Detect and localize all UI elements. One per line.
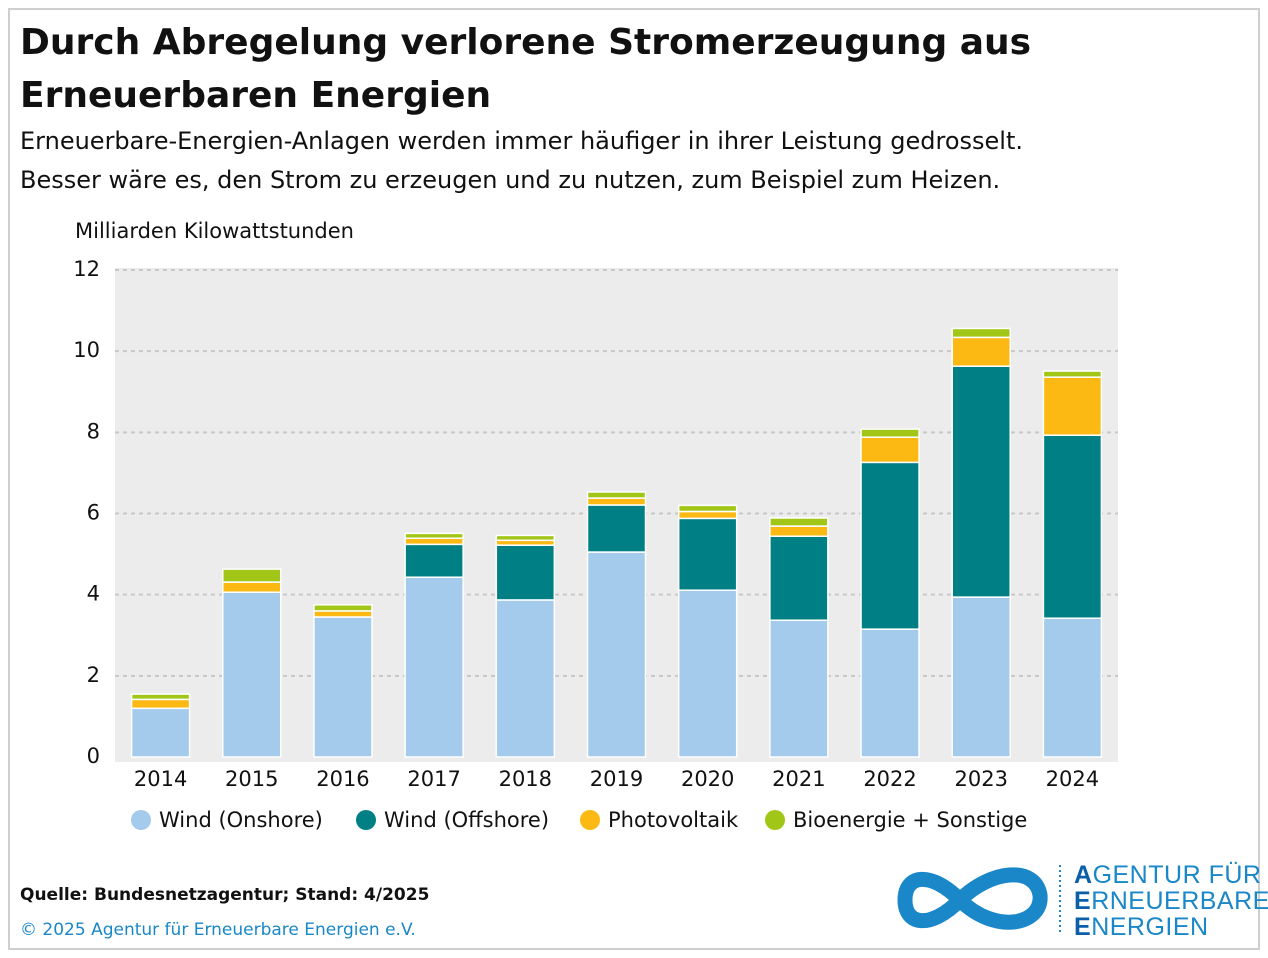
bar-segment [860,628,920,758]
y-tick-label: 12 [73,257,100,281]
x-tick-label: 2017 [407,767,460,791]
bar-segment [404,537,464,546]
bar-segment [769,517,829,527]
frame [8,8,1260,950]
legend-label: Wind (Onshore) [159,808,323,832]
x-tick-label: 2022 [863,767,916,791]
legend-label: Wind (Offshore) [384,808,549,832]
bar-segment [586,491,647,499]
bar-segment [951,596,1011,758]
bar-segment [495,599,556,758]
bar-segment [677,589,738,758]
logo-text: AGENTUR FÜR [1074,861,1262,889]
y-tick-label: 6 [87,501,100,525]
chart-title: Erneuerbaren Energien [20,75,491,116]
bar-segment [1042,370,1103,378]
x-tick-label: 2024 [1046,767,1099,791]
x-tick-label: 2015 [225,767,278,791]
y-tick-label: 2 [87,663,100,687]
y-axis-label: Milliarden Kilowattstunden [75,219,354,243]
chart-title: Durch Abregelung verlorene Stromerzeugun… [20,22,1031,63]
bar-segment [495,534,556,542]
legend-label: Bioenergie + Sonstige [793,808,1027,832]
bar-segment [222,591,282,758]
bar-segment [313,610,373,618]
bar-segment [860,436,920,464]
x-tick-label: 2018 [499,767,552,791]
subtitle: Besser wäre es, den Strom zu erzeugen un… [20,166,1000,194]
legend-marker [131,810,151,830]
source: Quelle: Bundesnetzagentur; Stand: 4/2025 [20,885,429,905]
bar-segment [404,532,464,540]
bar-segment [130,698,191,710]
bar-segment [769,525,829,537]
bar-segment [495,544,556,601]
x-tick-label: 2020 [681,767,734,791]
bar-segment [130,707,191,758]
bar-segment [677,517,738,591]
bar-segment [1042,434,1103,619]
subtitle: Erneuerbare-Energien-Anlagen werden imme… [20,127,1023,155]
bar-segment [769,619,829,758]
legend-marker [765,810,785,830]
x-tick-label: 2016 [316,767,369,791]
legend-marker [356,810,376,830]
bar-segment [586,551,647,758]
bar-segment [130,693,191,701]
bar-segment [1042,376,1103,436]
legend-label: Photovoltaik [608,808,739,832]
bar-segment [313,604,373,612]
bar-segment [677,504,738,513]
x-tick-label: 2014 [134,767,187,791]
bar-segment [586,504,647,553]
y-tick-label: 10 [73,338,100,362]
bar-segment [951,336,1011,367]
bar-segment [586,497,647,506]
bar-segment [1042,617,1103,758]
y-tick-label: 4 [87,582,100,606]
logo-text: ERNEUERBARE [1074,887,1268,915]
bar-segment [222,581,282,593]
copyright: © 2025 Agentur für Erneuerbare Energien … [20,920,416,940]
bar-segment [222,568,282,583]
legend-marker [580,810,600,830]
y-tick-label: 8 [87,419,100,443]
bar-segment [404,543,464,578]
x-tick-label: 2021 [772,767,825,791]
bar-segment [951,327,1011,339]
x-tick-label: 2019 [590,767,643,791]
logo-text: ENERGIEN [1074,913,1209,941]
bar-segment [769,535,829,621]
bar-segment [860,461,920,630]
bar-segment [860,428,920,438]
x-tick-label: 2023 [955,767,1008,791]
bar-segment [951,365,1011,598]
bar-segment [404,576,464,758]
y-tick-label: 0 [87,744,100,768]
logo-symbol [897,867,1048,930]
bar-segment [677,510,738,520]
bar-segment [313,616,373,758]
